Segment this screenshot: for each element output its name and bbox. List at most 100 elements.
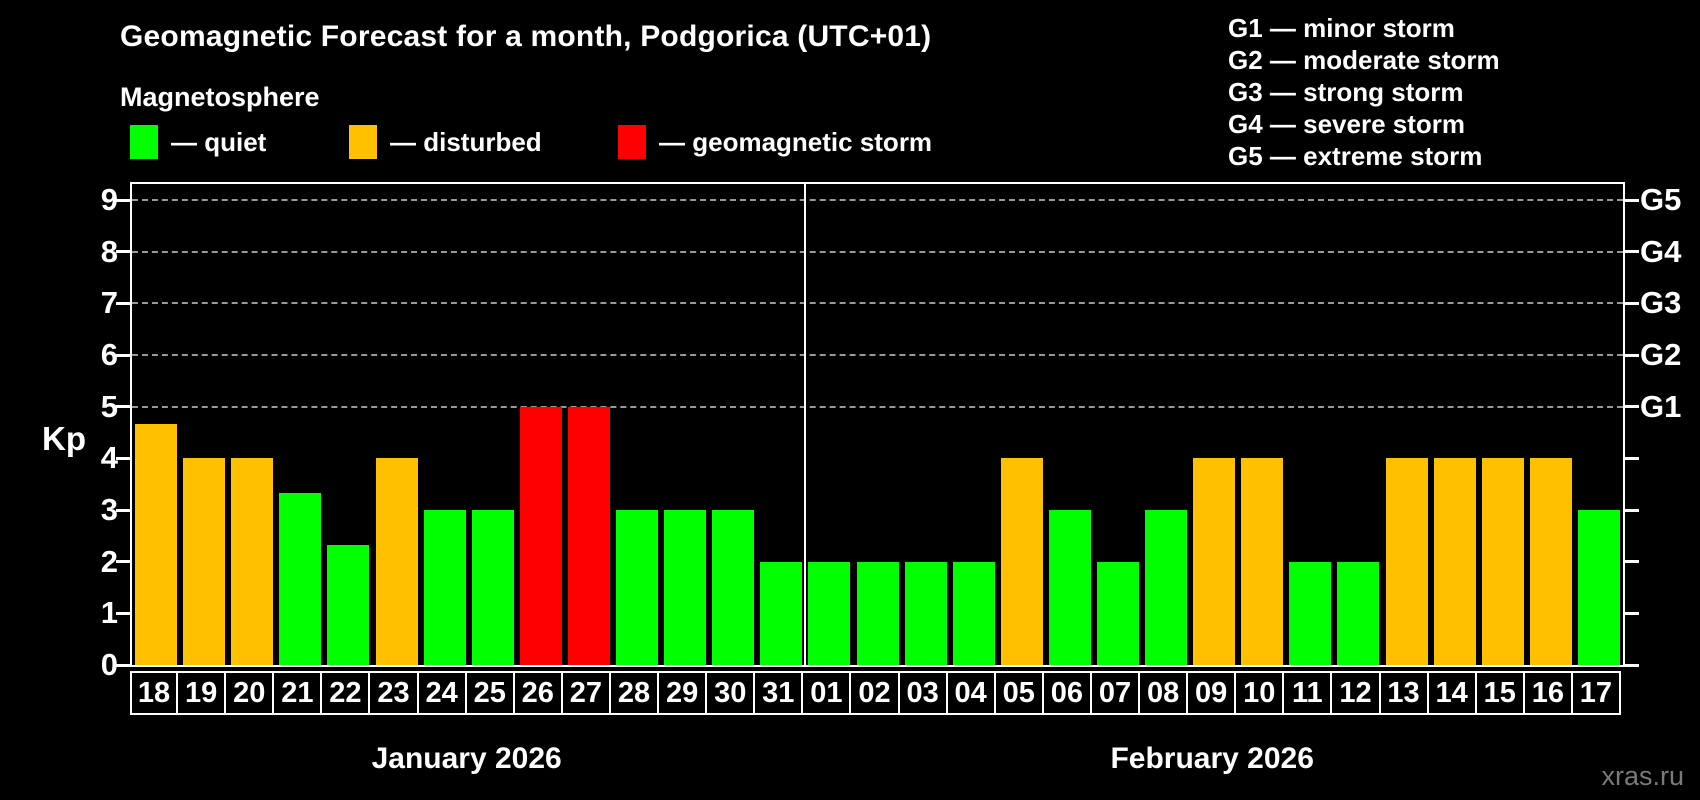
date-label-12: 12 [1330, 671, 1381, 715]
kp-bar-day-24 [423, 510, 466, 665]
g-level-label-g3: G3 [1640, 285, 1682, 321]
y-axis-tick [116, 611, 130, 615]
date-label-21: 21 [272, 671, 323, 715]
y-axis-tick [116, 198, 130, 202]
g-level-label-g1: G1 [1640, 388, 1682, 424]
gridline-kp5 [132, 405, 1623, 408]
date-label-01: 01 [801, 671, 852, 715]
magnetosphere-subtitle: Magnetosphere [120, 82, 320, 112]
kp-bar-day-15 [1481, 458, 1524, 665]
date-label-29: 29 [657, 671, 708, 715]
date-label-28: 28 [608, 671, 660, 715]
g2-legend-line: G2 — moderate storm [1228, 45, 1500, 75]
quiet-color-swatch [130, 125, 158, 159]
date-label-03: 03 [897, 671, 948, 715]
gridline-kp8 [132, 250, 1623, 253]
kp-bar-chart-plot-area [116, 182, 1639, 667]
kp-bar-day-27 [567, 406, 610, 665]
legend-item-quiet: — quiet [130, 124, 266, 160]
kp-bar-day-28 [616, 510, 659, 665]
page-title: Geomagnetic Forecast for a month, Podgor… [120, 20, 932, 53]
gridline-kp6 [132, 354, 1623, 356]
y-axis-tick [116, 301, 130, 305]
right-axis-tick [1625, 508, 1639, 512]
kp-bar-day-20 [231, 458, 274, 665]
kp-bar-day-21 [279, 492, 322, 665]
date-label-20: 20 [224, 671, 275, 715]
legend-item-storm: — geomagnetic storm [618, 124, 932, 160]
watermark: xras.ru [1601, 761, 1684, 791]
kp-bar-day-03 [904, 561, 947, 665]
y-axis-tick [116, 456, 130, 460]
date-label-13: 13 [1378, 671, 1429, 715]
kp-bar-day-14 [1433, 458, 1476, 665]
right-axis-tick [1625, 353, 1639, 357]
disturbed-color-swatch [349, 125, 377, 159]
date-label-05: 05 [993, 671, 1044, 715]
g1-legend-line: G1 — minor storm [1228, 13, 1455, 43]
y-axis-tick-label: 3 [100, 492, 118, 527]
kp-bar-day-08 [1145, 510, 1188, 665]
kp-bar-day-26 [519, 406, 562, 665]
kp-bar-day-10 [1241, 458, 1284, 665]
storm-color-swatch [618, 125, 646, 159]
date-label-17: 17 [1570, 671, 1621, 715]
g3-legend-line: G3 — strong storm [1228, 77, 1464, 107]
legend-label-disturbed: — disturbed [390, 126, 542, 157]
date-label-06: 06 [1041, 671, 1092, 715]
date-label-15: 15 [1474, 671, 1525, 715]
y-axis-tick-label: 2 [100, 543, 118, 579]
y-axis-tick [116, 353, 130, 357]
g4-legend-line: G4 — severe storm [1228, 109, 1466, 139]
right-axis-tick [1625, 250, 1639, 254]
date-label-25: 25 [464, 671, 515, 715]
month-separator-line [804, 184, 807, 665]
g-level-label-g4: G4 [1640, 233, 1682, 269]
g-scale-legend: G1 — minor storm G2 — moderate storm G3 … [1228, 12, 1500, 172]
kp-bar-day-19 [183, 458, 226, 665]
date-label-27: 27 [560, 671, 611, 715]
right-axis-tick [1625, 456, 1639, 460]
y-axis-tick [116, 250, 130, 254]
date-label-23: 23 [368, 671, 419, 715]
date-label-08: 08 [1138, 671, 1189, 715]
y-axis-tick-label: 1 [100, 595, 118, 631]
date-label-18: 18 [130, 671, 179, 715]
kp-bar-day-01 [808, 561, 851, 665]
g-level-label-g2: G2 [1640, 337, 1682, 372]
date-label-22: 22 [320, 671, 371, 715]
right-axis-tick [1625, 301, 1639, 305]
kp-bar-day-02 [856, 561, 899, 665]
kp-bar-day-05 [1000, 458, 1043, 665]
date-label-16: 16 [1522, 671, 1573, 715]
month-label: January 2026 [371, 742, 562, 775]
y-axis-tick-label: 0 [100, 647, 118, 682]
date-label-24: 24 [416, 671, 467, 715]
y-axis-tick-label: 8 [100, 233, 118, 269]
kp-bar-day-29 [664, 510, 707, 665]
gridline-kp7 [132, 302, 1623, 305]
y-axis-title: Kp [42, 420, 86, 457]
date-label-19: 19 [176, 671, 227, 715]
date-label-31: 31 [753, 671, 804, 715]
right-axis-tick [1625, 198, 1639, 202]
kp-bar-day-22 [327, 544, 370, 665]
date-label-04: 04 [945, 671, 996, 715]
g-level-label-g5: G5 [1640, 182, 1682, 217]
kp-bar-day-12 [1337, 561, 1380, 665]
month-label: February 2026 [1110, 742, 1314, 775]
gridline-kp9 [132, 199, 1623, 201]
kp-bar-day-11 [1289, 561, 1332, 665]
y-axis-tick [116, 508, 130, 512]
kp-bar-day-30 [712, 510, 755, 665]
right-axis-tick [1625, 611, 1639, 615]
kp-bar-day-09 [1193, 458, 1236, 665]
date-label-02: 02 [849, 671, 900, 715]
kp-bar-day-16 [1529, 458, 1572, 665]
kp-bar-day-06 [1048, 510, 1091, 665]
kp-bar-day-17 [1577, 510, 1620, 665]
right-axis-tick [1625, 405, 1639, 409]
kp-bar-day-13 [1385, 458, 1428, 665]
y-axis-tick-label: 9 [100, 182, 118, 217]
